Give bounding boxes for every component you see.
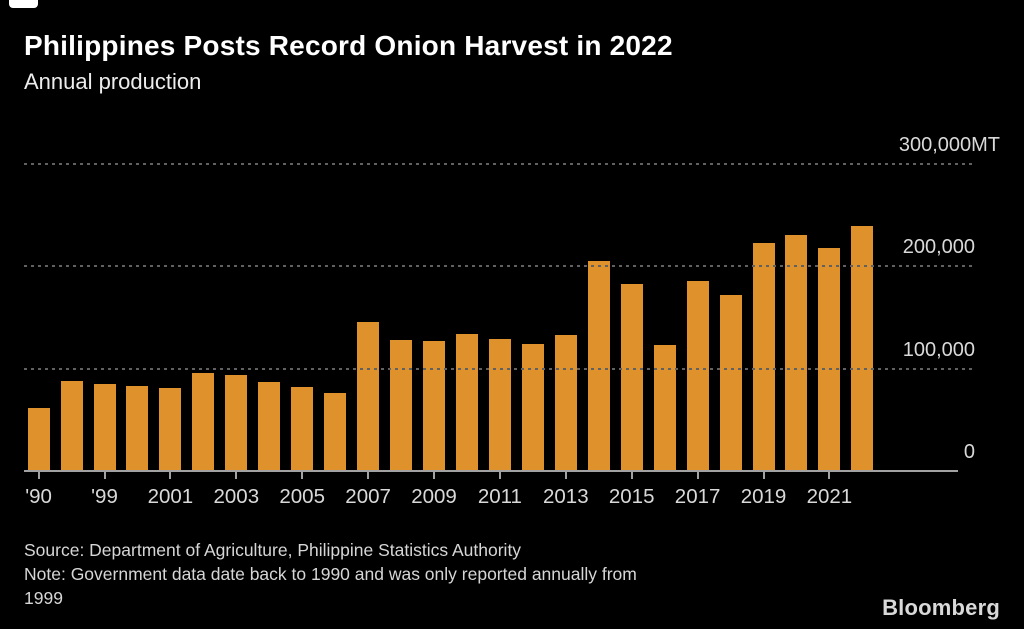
bloomberg-logo: Bloomberg (882, 595, 1000, 620)
x-tick-2019 (762, 472, 765, 479)
gridline-300000 (24, 162, 975, 165)
y-axis-label-100000: 100,000 (902, 338, 975, 361)
source-and-note: Source: Department of Agriculture, Phili… (24, 538, 637, 610)
x-tick-2005 (301, 472, 304, 479)
bar-2010 (455, 333, 478, 471)
corner-artifact (9, 0, 38, 8)
bar-2014 (587, 260, 610, 471)
x-axis-label-2005: 2005 (279, 485, 325, 508)
x-tick-2003 (235, 472, 238, 479)
x-tick-2017 (696, 472, 699, 479)
bar-2020 (785, 235, 808, 471)
note-text-line1: Note: Government data date back to 1990 … (24, 564, 637, 584)
x-tick-2001 (169, 472, 172, 479)
bar-2016 (653, 344, 676, 471)
bar-2000 (126, 385, 149, 471)
bar-2004 (258, 381, 281, 471)
note-text-line2: 1999 (24, 588, 63, 608)
source-text: Source: Department of Agriculture, Phili… (24, 540, 522, 560)
bar-2018 (719, 294, 742, 471)
y-axis-label-200000: 200,000 (902, 236, 975, 258)
x-axis-label-2009: 2009 (411, 485, 457, 508)
bar-2021 (818, 247, 841, 471)
gridline-100000 (24, 367, 975, 370)
x-tick-'99 (103, 472, 106, 479)
x-axis-label-2013: 2013 (542, 485, 589, 508)
chart-subtitle: Annual production (24, 69, 202, 94)
bar-2019 (752, 243, 775, 471)
x-axis-label-2021: 2021 (806, 485, 853, 508)
x-tick-'90 (37, 472, 40, 479)
x-tick-2007 (367, 472, 370, 479)
bar-1999 (93, 383, 116, 471)
x-axis-label-'99: '99 (91, 485, 118, 508)
y-axis-label-0: 0 (963, 441, 975, 463)
bar-2017 (686, 281, 709, 471)
x-axis-label-2007: 2007 (345, 485, 391, 508)
x-axis-label-2003: 2003 (213, 485, 260, 508)
bar-2007 (357, 322, 380, 471)
x-tick-2011 (498, 472, 501, 479)
x-axis-label-2001: 2001 (147, 485, 194, 508)
bar-2009 (423, 340, 445, 471)
x-axis-label-2019: 2019 (740, 485, 787, 508)
x-tick-2021 (828, 472, 831, 479)
x-axis-label-2017: 2017 (674, 485, 721, 508)
bar-2006 (324, 393, 347, 471)
x-tick-2009 (433, 472, 435, 479)
x-tick-2015 (630, 472, 633, 479)
bar-2012 (521, 343, 544, 471)
bar-2011 (488, 338, 511, 471)
bar-2015 (620, 284, 643, 471)
bar-2005 (291, 386, 314, 471)
bar-2002 (192, 372, 215, 471)
bar-2001 (159, 387, 182, 471)
gridline-200000 (24, 265, 975, 267)
x-axis-line (24, 470, 958, 472)
x-axis-label-2015: 2015 (608, 485, 655, 508)
chart-title: Philippines Posts Record Onion Harvest i… (24, 30, 673, 61)
x-axis-label-'90: '90 (25, 485, 52, 508)
y-axis-label-300000: 300,000MT (898, 133, 1000, 156)
bar-2022 (851, 226, 874, 471)
x-axis-label-2011: 2011 (477, 485, 522, 508)
bar-2008 (390, 339, 413, 471)
x-tick-2013 (564, 472, 567, 479)
bar-2013 (554, 334, 577, 471)
bar-1990 (27, 408, 50, 471)
bar-unlabeled-1 (60, 380, 83, 471)
bar-2003 (225, 374, 248, 471)
